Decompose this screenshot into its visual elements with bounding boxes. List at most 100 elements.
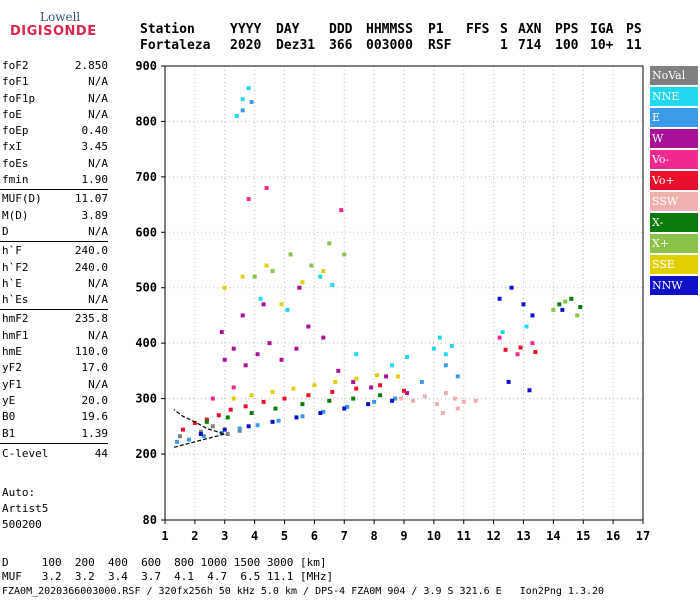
data-point-nnw [294, 415, 299, 420]
data-point-w [297, 285, 302, 290]
y-tick-label: 700 [135, 170, 157, 184]
data-point-nne [500, 330, 505, 335]
param-value: 44 [94, 446, 108, 460]
param-name: D [2, 224, 9, 238]
data-point-nnw [560, 307, 565, 312]
data-point-e [237, 426, 242, 431]
data-point-e [186, 437, 191, 442]
x-tick-label: 10 [427, 529, 441, 543]
station-value: Fortaleza [140, 38, 211, 53]
data-point-sse [375, 373, 380, 378]
data-point-nne [318, 274, 323, 279]
data-point-sse [321, 269, 326, 274]
param-row: h`F 240.0 [0, 243, 112, 259]
x-tick-label: 14 [546, 529, 560, 543]
ps-value: 11 [626, 38, 642, 53]
data-point-e [372, 399, 377, 404]
data-point-vo- [246, 197, 251, 202]
param-row: h`E N/A [0, 276, 112, 292]
param-separator [0, 309, 108, 311]
data-point-sse [231, 396, 236, 401]
param-value: 19.6 [81, 410, 109, 424]
y-tick-label: 80 [143, 513, 157, 527]
param-value: 110.0 [74, 345, 108, 359]
data-point-w [219, 330, 224, 335]
param-name: foE [2, 107, 22, 121]
scaled-parameters-panel: foF2 2.850 foF1 N/A foF1p N/A foE N/A foEp 0.40 fx… [0, 58, 112, 462]
profile-trace [173, 409, 228, 448]
data-point-w [351, 379, 356, 384]
x-tick-label: 5 [281, 529, 288, 543]
data-point-nnw [521, 302, 526, 307]
data-point-sse [270, 389, 275, 394]
y-tick-label: 900 [135, 59, 157, 73]
legend-item: X- [650, 213, 698, 232]
data-point-nne [524, 324, 529, 329]
param-row: B0 19.6 [0, 409, 112, 425]
data-point-e [455, 374, 460, 379]
param-name: MUF(D) [2, 192, 42, 206]
data-point-e [201, 434, 206, 439]
data-point-vo- [231, 385, 236, 390]
param-row: foF1 N/A [0, 74, 112, 90]
data-point-w [267, 341, 272, 346]
param-row: hmF1 N/A [0, 328, 112, 344]
data-point-nnw [366, 402, 371, 407]
data-point-noval [237, 428, 242, 433]
data-point-w [279, 357, 284, 362]
param-row: B1 1.39 [0, 426, 112, 442]
data-point-x- [249, 410, 254, 415]
data-point-w [294, 346, 299, 351]
data-point-w [321, 335, 326, 340]
s-label: S [500, 22, 508, 37]
data-point-w [384, 374, 389, 379]
ffs-label: FFS [466, 22, 490, 37]
y-tick-label: 400 [135, 336, 157, 350]
param-value: N/A [88, 91, 108, 105]
data-point-e [321, 409, 326, 414]
data-point-nne [258, 296, 263, 301]
data-point-vo- [264, 185, 269, 190]
data-point-sse [264, 263, 269, 268]
param-row: foEs N/A [0, 156, 112, 172]
ps-label: PS [626, 22, 642, 37]
data-point-noval [210, 424, 215, 429]
param-value: 1.39 [81, 426, 109, 440]
data-point-nnw [318, 410, 323, 415]
param-row: fmin 1.90 [0, 172, 112, 188]
data-point-noval [225, 432, 230, 437]
data-point-nnw [342, 406, 347, 411]
data-point-w [261, 302, 266, 307]
data-point-vo- [530, 341, 535, 346]
pps-value: 100 [555, 38, 579, 53]
y-tick-label: 500 [135, 281, 157, 295]
data-point-nnw [506, 379, 511, 384]
param-value: N/A [88, 107, 108, 121]
data-point-vo- [515, 352, 520, 357]
ddd-value: 366 [329, 38, 353, 53]
x-tick-label: 13 [516, 529, 530, 543]
legend-item: NNW [650, 276, 698, 295]
param-name: hmF1 [2, 328, 29, 342]
legend-item: X+ [650, 234, 698, 253]
param-row: h`Es N/A [0, 292, 112, 308]
param-row: M(D) 3.89 [0, 208, 112, 224]
data-point-x- [351, 396, 356, 401]
data-point-x- [309, 263, 314, 268]
data-point-noval [177, 434, 182, 439]
data-point-ssw [422, 394, 427, 399]
x-tick-label: 3 [221, 529, 228, 543]
legend: NoVal NNE E W Vo- Vo+ SSW X- X+ SSE NNW [650, 66, 698, 297]
param-value: 0.40 [81, 124, 109, 138]
file-info-row: FZA0M_2020366003000.RSF / 320fx256h 50 k… [2, 586, 605, 597]
data-point-nnw [246, 424, 251, 429]
param-row: h`F2 240.0 [0, 260, 112, 276]
param-row: foE N/A [0, 107, 112, 123]
legend-item: W [650, 129, 698, 148]
legend-item: SSE [650, 255, 698, 274]
data-point-vo- [503, 347, 508, 352]
data-point-x- [270, 269, 275, 274]
data-point-vo- [204, 417, 209, 422]
param-name: M(D) [2, 208, 29, 222]
